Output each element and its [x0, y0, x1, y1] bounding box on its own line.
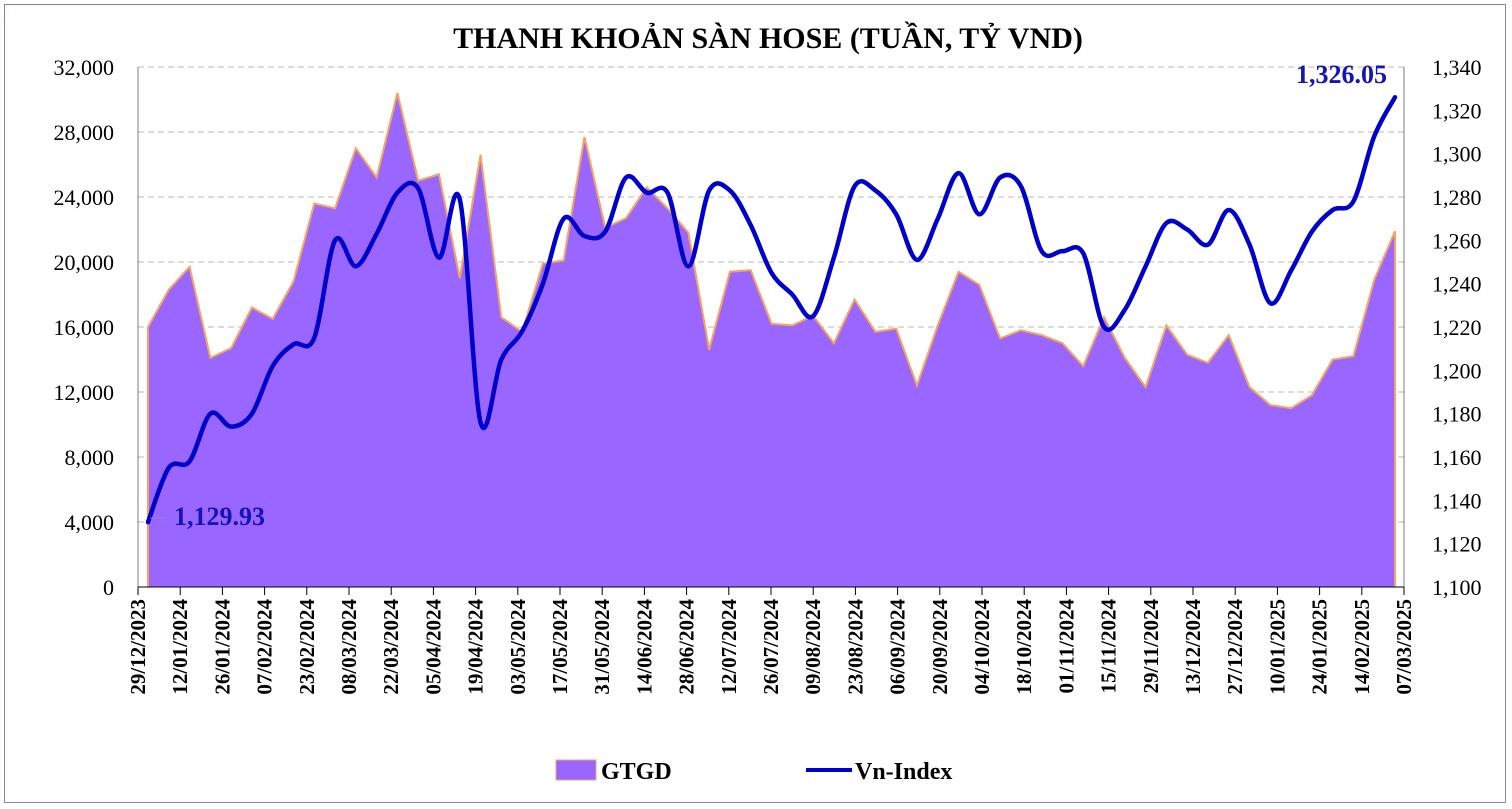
y-left-tick-label: 12,000 — [54, 380, 115, 405]
x-tick-label: 03/05/2024 — [506, 599, 530, 695]
x-tick-label: 28/06/2024 — [675, 599, 699, 695]
chart-frame — [4, 4, 1506, 803]
y-axis-right-ticks: 1,100 1,120 1,140 1,160 1,180 1,200 1,220 1,240… — [1432, 55, 1482, 600]
y-left-tick-label: 8,000 — [65, 445, 115, 470]
gtgd-area-edge — [147, 92, 1396, 587]
y-left-tick-label: 20,000 — [54, 250, 115, 275]
legend-swatch-gtgd — [555, 759, 597, 781]
legend: GTGD Vn-Index — [555, 759, 952, 785]
y-right-tick-label: 1,220 — [1432, 315, 1482, 340]
y-right-tick-label: 1,120 — [1432, 532, 1482, 557]
y-left-tick-label: 0 — [103, 575, 114, 600]
x-tick-label: 27/12/2024 — [1223, 599, 1247, 695]
x-tick-label: 15/11/2024 — [1097, 599, 1121, 694]
end-value-label: 1,326.05 — [1296, 60, 1387, 89]
x-tick-label: 20/09/2024 — [928, 599, 952, 695]
x-tick-label: 12/01/2024 — [168, 599, 192, 695]
y-left-tick-label: 4,000 — [65, 510, 115, 535]
x-tick-label: 04/10/2024 — [970, 599, 994, 695]
x-tick-label: 29/11/2024 — [1139, 599, 1163, 694]
y-right-tick-label: 1,320 — [1432, 98, 1482, 123]
x-tick-label: 08/03/2024 — [337, 599, 361, 695]
legend-label-gtgd: GTGD — [601, 759, 672, 785]
y-right-tick-label: 1,340 — [1432, 55, 1482, 80]
x-tick-label: 05/04/2024 — [421, 599, 445, 695]
x-tick-label: 23/08/2024 — [843, 599, 867, 695]
y-left-tick-label: 28,000 — [54, 120, 115, 145]
chart-title: THANH KHOẢN SÀN HOSE (TUẦN, TỶ VND) — [453, 21, 1083, 55]
x-tick-label: 06/09/2024 — [886, 599, 910, 695]
x-tick-label: 18/10/2024 — [1012, 599, 1036, 695]
y-right-tick-label: 1,160 — [1432, 445, 1482, 470]
start-value-label: 1,129.93 — [174, 502, 265, 531]
x-tick-label: 26/07/2024 — [759, 599, 783, 695]
x-tick-label: 31/05/2024 — [590, 599, 614, 695]
x-tick-label: 07/02/2024 — [253, 599, 277, 695]
x-tick-label: 17/05/2024 — [548, 599, 572, 695]
vnindex-line — [145, 94, 1398, 525]
y-right-tick-label: 1,300 — [1432, 142, 1482, 167]
x-tick-label: 12/07/2024 — [717, 599, 741, 695]
y-right-tick-label: 1,100 — [1432, 575, 1482, 600]
y-right-tick-label: 1,260 — [1432, 228, 1482, 253]
gtgd-area — [148, 93, 1395, 587]
vnindex-line-layer — [145, 94, 1398, 525]
y-right-tick-label: 1,200 — [1432, 358, 1482, 383]
y-right-tick-label: 1,140 — [1432, 488, 1482, 513]
x-tick-label: 13/12/2024 — [1181, 599, 1205, 695]
x-tick-label: 24/01/2025 — [1308, 599, 1332, 695]
legend-label-vnindex: Vn-Index — [855, 759, 952, 785]
x-tick-label: 14/06/2024 — [632, 599, 656, 695]
x-tick-label: 09/08/2024 — [801, 599, 825, 695]
x-axis-ticks: 29/12/2023 12/01/2024 26/01/2024 07/02/2024… — [126, 587, 1416, 695]
y-right-tick-label: 1,180 — [1432, 402, 1482, 427]
y-left-tick-label: 16,000 — [54, 315, 115, 340]
y-left-tick-label: 24,000 — [54, 185, 115, 210]
y-left-tick-label: 32,000 — [54, 55, 115, 80]
x-tick-label: 23/02/2024 — [295, 599, 319, 695]
y-right-tick-label: 1,280 — [1432, 185, 1482, 210]
x-tick-label: 29/12/2023 — [126, 599, 150, 695]
x-tick-label: 22/03/2024 — [379, 599, 403, 695]
x-tick-label: 10/01/2025 — [1265, 599, 1289, 695]
y-right-tick-label: 1,240 — [1432, 272, 1482, 297]
y-axis-left-ticks: 0 4,000 8,000 12,000 16,000 20,000 24,000 28,00… — [54, 55, 115, 600]
x-tick-label: 19/04/2024 — [464, 599, 488, 695]
x-tick-label: 01/11/2024 — [1054, 599, 1078, 694]
gtgd-area-layer — [147, 92, 1396, 587]
x-tick-label: 07/03/2025 — [1392, 599, 1416, 695]
x-tick-label: 14/02/2025 — [1350, 599, 1374, 695]
x-tick-label: 26/01/2024 — [210, 599, 234, 695]
